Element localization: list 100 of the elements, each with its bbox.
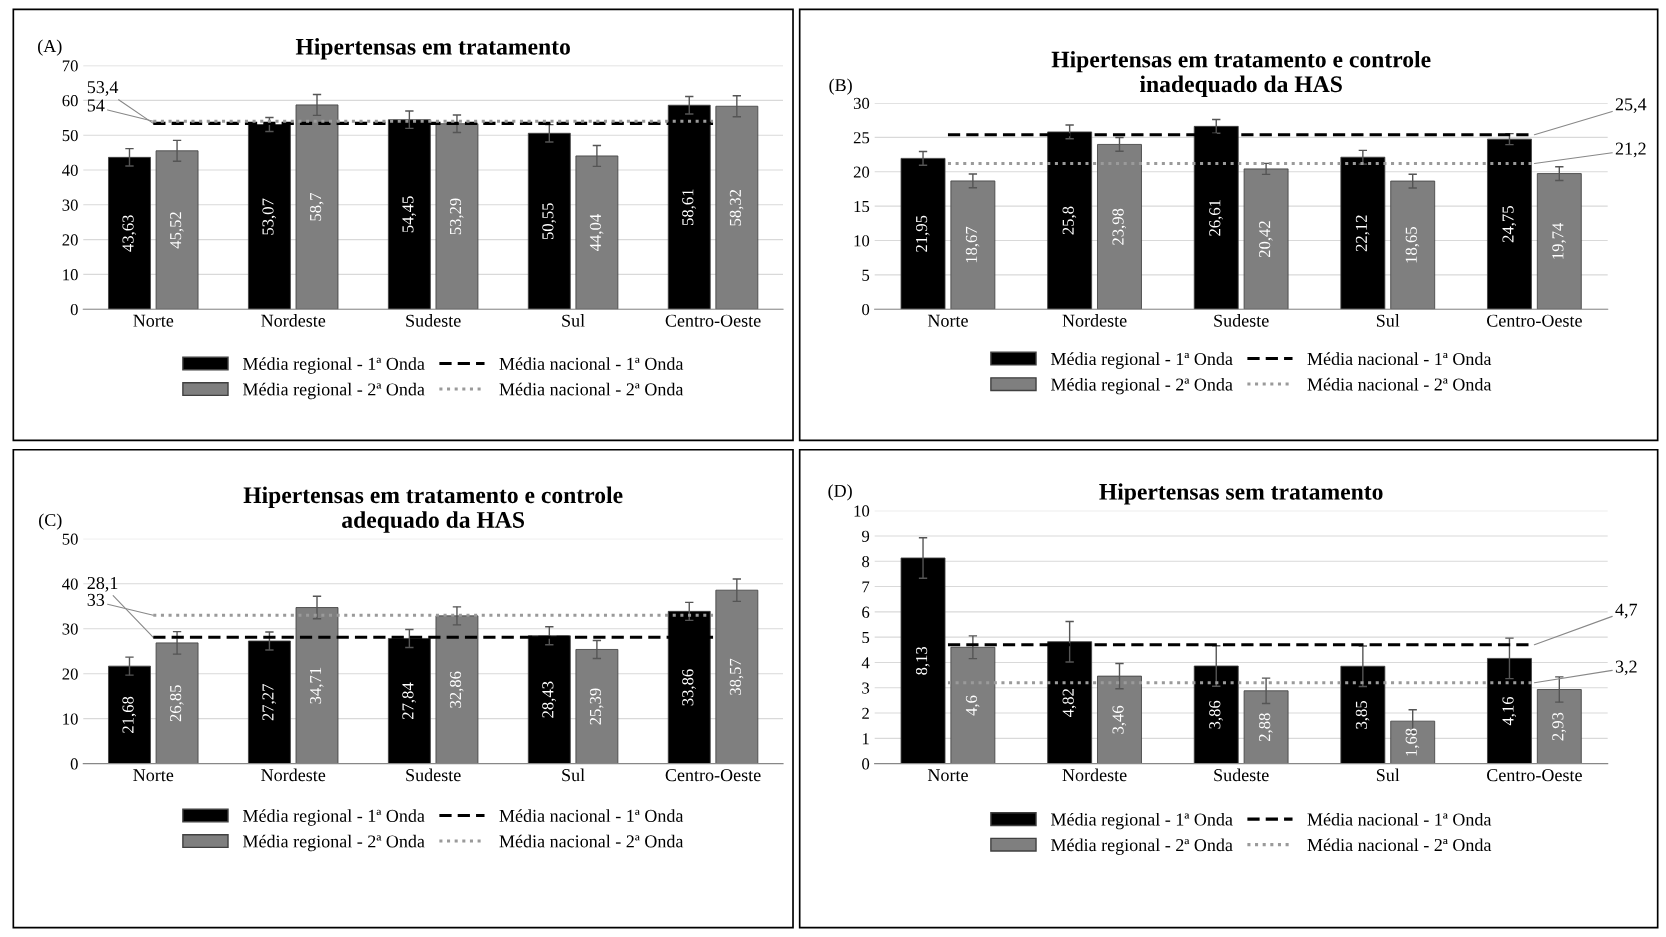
data-label: 25,8 bbox=[1062, 206, 1077, 235]
data-label: 27,27 bbox=[262, 684, 276, 721]
annotation: 25,4 bbox=[1615, 98, 1647, 113]
data-label: 24,75 bbox=[1502, 206, 1517, 243]
y-tick-label: 50 bbox=[62, 129, 78, 142]
y-tick-label: 30 bbox=[62, 199, 78, 211]
x-tick-label: Norte bbox=[927, 314, 968, 327]
x-tick-label: Sul bbox=[562, 768, 585, 782]
x-tick-label: Nordeste bbox=[261, 314, 326, 327]
data-label: 3,85 bbox=[1355, 701, 1370, 729]
x-tick-label: Sudeste bbox=[1214, 768, 1269, 782]
y-tick-label: 3 bbox=[862, 682, 870, 694]
y-tick-label: 7 bbox=[862, 581, 870, 593]
text: (B) bbox=[829, 78, 852, 95]
data-label: 20,42 bbox=[1259, 221, 1273, 258]
data-label: 4,6 bbox=[965, 695, 980, 716]
legend-label: Média nacional - 1ª Onda bbox=[1307, 812, 1492, 826]
chart-title: Hipertensas em tratamento e controle inadequado da HAS bbox=[1051, 50, 1431, 97]
y-tick-label: 25 bbox=[853, 132, 870, 144]
x-tick-label: Sul bbox=[562, 314, 585, 327]
data-label: 53,29 bbox=[449, 198, 464, 235]
legend-label: Média nacional - 2ª Onda bbox=[1307, 838, 1492, 852]
chart-title: Hipertensas em tratamento bbox=[295, 38, 570, 60]
x-tick-label: Centro-Oeste bbox=[665, 769, 761, 782]
legend-label: Média nacional - 2ª Onda bbox=[1307, 377, 1492, 391]
data-label: 2,93 bbox=[1552, 712, 1566, 741]
text: (C) bbox=[39, 513, 62, 530]
data-label: 58,32 bbox=[729, 189, 744, 226]
legend-label: Média regional - 1ª Onda bbox=[1050, 812, 1233, 830]
data-label: 26,85 bbox=[169, 685, 184, 722]
legend-label: Média regional - 2ª Onda bbox=[1050, 838, 1233, 855]
y-tick-label: 40 bbox=[62, 164, 78, 176]
x-tick-label: Norte bbox=[927, 769, 968, 782]
x-tick-label: Centro-Oeste bbox=[1486, 769, 1582, 782]
x-tick-label: Norte bbox=[133, 769, 174, 782]
y-tick-label: 2 bbox=[862, 707, 869, 719]
x-tick-label: Sudeste bbox=[406, 768, 461, 782]
annotation: 4,7 bbox=[1615, 603, 1638, 619]
y-tick-label: 50 bbox=[62, 533, 78, 545]
x-tick-label: Sudeste bbox=[1214, 314, 1269, 327]
x-tick-label: Centro-Oeste bbox=[665, 314, 761, 327]
data-label: 45,52 bbox=[170, 212, 184, 249]
data-label: 18,67 bbox=[965, 226, 980, 263]
x-tick-label: Sudeste bbox=[406, 314, 461, 327]
legend-label: Média nacional - 1ª Onda bbox=[1307, 352, 1492, 366]
legend-label: Média nacional - 1ª Onda bbox=[499, 809, 684, 822]
y-tick-label: 20 bbox=[853, 166, 870, 178]
data-label: 19,74 bbox=[1552, 222, 1566, 259]
chart-title: Hipertensas em tratamento e controle adequado da HAS bbox=[243, 486, 623, 533]
y-tick-label: 0 bbox=[70, 758, 78, 770]
legend-label: Média regional - 1ª Onda bbox=[242, 809, 425, 826]
y-tick-label: 30 bbox=[62, 623, 78, 635]
annotation: 21,2 bbox=[1615, 142, 1646, 158]
y-tick-label: 70 bbox=[62, 60, 78, 72]
y-tick-label: 10 bbox=[854, 235, 870, 247]
data-label: 4,16 bbox=[1502, 696, 1517, 726]
data-label: 22,12 bbox=[1355, 215, 1370, 252]
x-tick-label: Nordeste bbox=[1062, 768, 1127, 782]
data-label: 2,88 bbox=[1259, 713, 1273, 742]
y-tick-label: 10 bbox=[63, 269, 78, 281]
y-tick-label: 9 bbox=[861, 530, 870, 542]
data-label: 25,39 bbox=[589, 688, 604, 725]
legend-label: Média regional - 1ª Onda bbox=[242, 357, 425, 374]
y-tick-label: 10 bbox=[63, 713, 78, 725]
y-tick-label: 20 bbox=[62, 234, 78, 246]
chart-title: Hipertensas sem tratamento bbox=[1099, 483, 1383, 505]
legend-label: Média regional - 1ª Onda bbox=[1050, 352, 1233, 369]
data-label: 3,86 bbox=[1209, 700, 1223, 729]
y-tick-label: 4 bbox=[861, 657, 870, 669]
x-tick-label: Centro-Oeste bbox=[1486, 314, 1582, 327]
y-tick-label: 20 bbox=[62, 668, 78, 680]
legend-label: Média regional - 2ª Onda bbox=[242, 382, 425, 400]
data-label: 3,46 bbox=[1112, 705, 1127, 734]
text: (D) bbox=[828, 484, 852, 501]
y-tick-label: 1 bbox=[862, 733, 869, 745]
data-label: 53,07 bbox=[262, 198, 276, 235]
data-label: 18,65 bbox=[1405, 227, 1420, 263]
x-tick-label: Nordeste bbox=[1062, 314, 1127, 327]
y-tick-label: 10 bbox=[854, 505, 870, 517]
annotation: 54 bbox=[87, 99, 105, 112]
data-label: 28,43 bbox=[542, 681, 556, 718]
y-tick-label: 60 bbox=[62, 95, 78, 107]
data-label: 1,68 bbox=[1405, 728, 1420, 756]
y-tick-label: 0 bbox=[862, 303, 870, 316]
annotation: 53,4 bbox=[87, 81, 119, 96]
legend-label: Média nacional - 2ª Onda bbox=[499, 834, 684, 848]
y-tick-label: 0 bbox=[70, 303, 78, 316]
y-tick-label: 0 bbox=[862, 758, 870, 770]
data-label: 33,86 bbox=[682, 669, 696, 706]
data-label: 27,84 bbox=[402, 682, 416, 720]
legend-label: Média regional - 2ª Onda bbox=[242, 834, 425, 852]
y-tick-label: 30 bbox=[853, 97, 870, 110]
annotation: 28,1 bbox=[87, 576, 118, 592]
data-label: 21,68 bbox=[122, 696, 137, 733]
data-label: 32,86 bbox=[449, 671, 464, 708]
annotation: 33 bbox=[87, 593, 105, 606]
legend-label: Média nacional - 2ª Onda bbox=[499, 382, 684, 396]
y-tick-label: 15 bbox=[854, 200, 870, 213]
data-label: 23,98 bbox=[1112, 208, 1127, 245]
data-label: 8,13 bbox=[915, 646, 930, 675]
